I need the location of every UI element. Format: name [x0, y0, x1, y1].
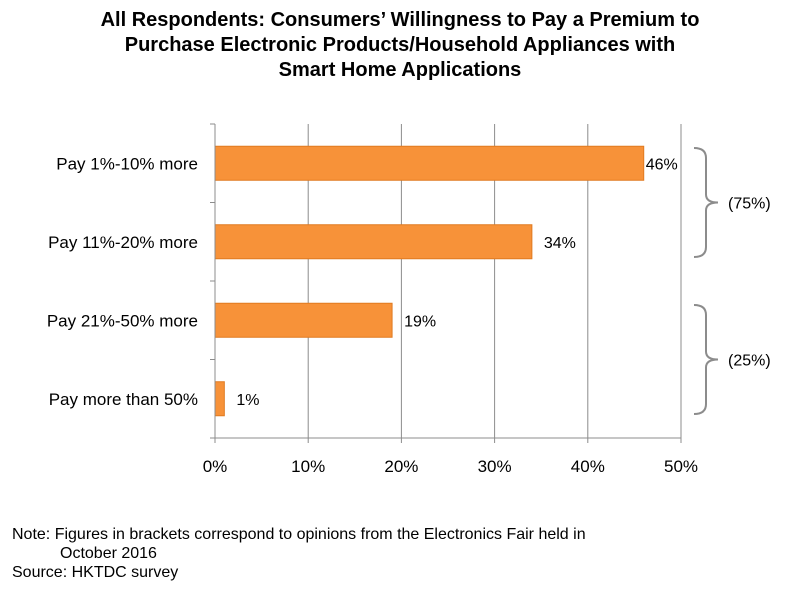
- bar-3: [214, 381, 225, 417]
- bracket-1: [693, 304, 719, 415]
- chart-title: All Respondents: Consumers’ Willingness …: [0, 8, 800, 83]
- chart-title-line-2: Purchase Electronic Products/Household A…: [124, 34, 676, 56]
- bar-0: [214, 145, 645, 181]
- x-tick-label-1: 10%: [291, 457, 325, 476]
- x-tick-label-0: 0%: [203, 457, 228, 476]
- data-label-3: 1%: [236, 392, 259, 409]
- bar-1: [214, 224, 533, 260]
- x-tick-label-4: 40%: [571, 457, 605, 476]
- axes: [210, 123, 682, 443]
- category-label-3: Pay more than 50%: [49, 390, 198, 409]
- category-label-1: Pay 11%-20% more: [48, 233, 198, 252]
- source-line: Source: HKTDC survey: [12, 564, 179, 581]
- category-labels: Pay 1%-10% more Pay 11%-20% more Pay 21%-5…: [47, 154, 198, 409]
- note-line-1: Note: Figures in brackets correspond to …: [12, 526, 586, 543]
- data-label-1: 34%: [544, 235, 576, 252]
- data-label-0: 46%: [646, 156, 678, 173]
- category-label-0: Pay 1%-10% more: [56, 154, 198, 173]
- x-tick-label-3: 30%: [478, 457, 512, 476]
- chart-title-line-3: Smart Home Applications: [278, 59, 522, 81]
- data-label-2: 19%: [404, 313, 436, 330]
- footnotes: Note: Figures in brackets correspond to …: [12, 525, 586, 582]
- bar-2: [214, 302, 393, 338]
- data-labels: 46% 34% 19% 1%: [236, 156, 677, 409]
- brackets: (75%) (25%): [693, 147, 771, 415]
- bracket-0: [693, 147, 719, 258]
- x-tick-label-5: 50%: [664, 457, 698, 476]
- chart-title-line-1: All Respondents: Consumers’ Willingness …: [100, 9, 700, 31]
- bracket-label-0: (75%): [728, 196, 771, 213]
- bars: [214, 145, 645, 417]
- bracket-label-1: (25%): [728, 353, 771, 370]
- tick-labels: 0% 10% 20% 30% 40% 50%: [203, 457, 698, 476]
- x-tick-label-2: 20%: [384, 457, 418, 476]
- category-label-2: Pay 21%-50% more: [47, 311, 198, 330]
- bar-chart: Pay 1%-10% more Pay 11%-20% more Pay 21%-5…: [47, 123, 771, 476]
- note-line-2: October 2016: [60, 545, 157, 562]
